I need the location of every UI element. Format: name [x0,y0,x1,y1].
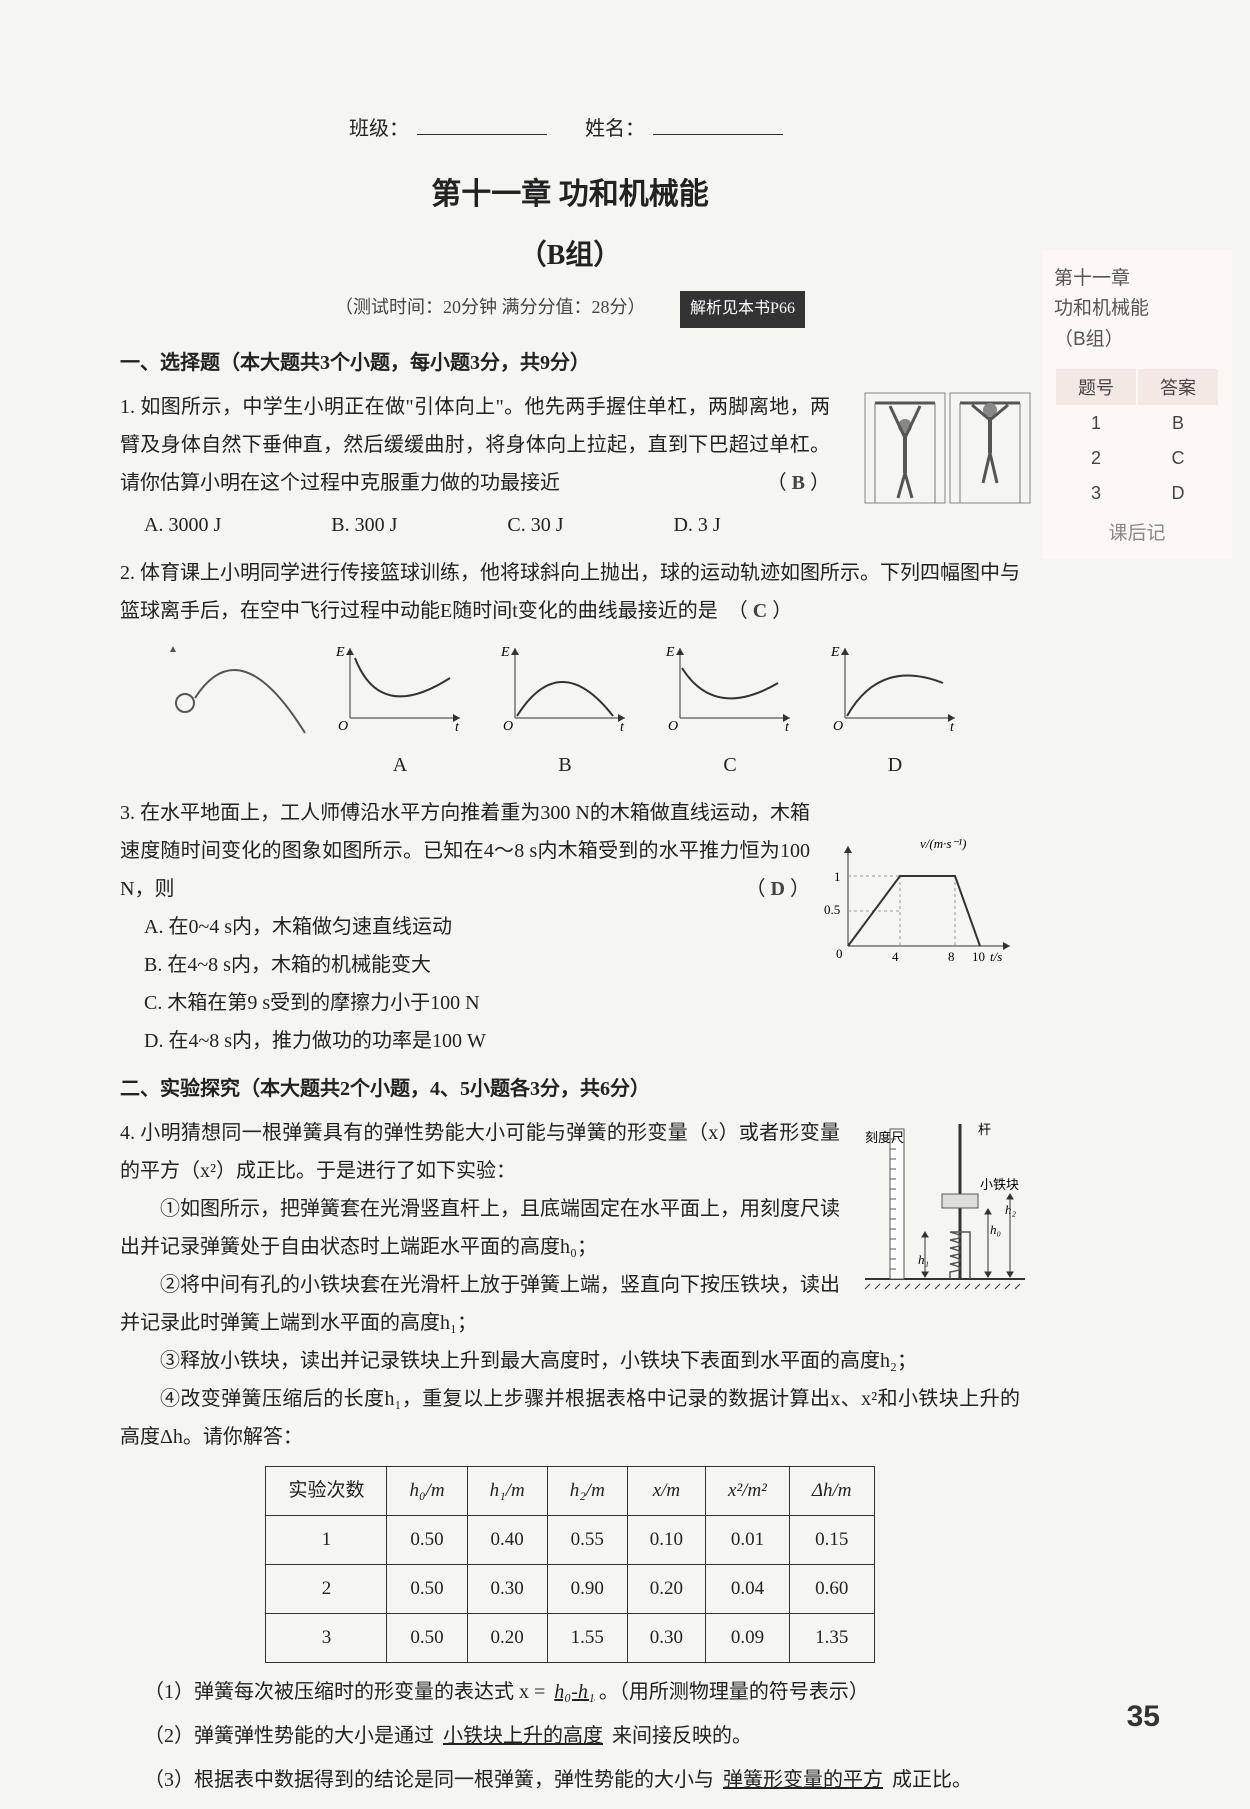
q4-ans-3: 弹簧形变量的平方 [719,1769,887,1791]
svg-text:10: 10 [972,949,985,964]
svg-text:8: 8 [948,949,955,964]
question-4: 刻度尺 杆 小铁块 h₀ h₁ h₂ 4. 小明猜想同一根弹簧具有的弹性势能大小… [120,1114,1020,1799]
svg-text:t/s: t/s [990,949,1002,964]
table-row: 30.500.201.550.300.091.35 [266,1613,874,1662]
q2-text: 2. 体育课上小明同学进行传接篮球训练，他将球斜向上抛出，球的运动轨迹如图所示。… [120,554,1020,630]
q4-sub-3: （3）根据表中数据得到的结论是同一根弹簧，弹性势能的大小与 弹簧形变量的平方 成… [120,1761,1020,1799]
q3-opt-c: C. 木箱在第9 s受到的摩擦力小于100 N [144,984,810,1022]
svg-text:0.5: 0.5 [824,902,840,917]
q4-l5: ④改变弹簧压缩后的长度h₁，重复以上步骤并根据表格中记录的数据计算出x、x²和小… [120,1380,1020,1456]
q1-answer: B [792,472,805,494]
spring-apparatus-figure: 刻度尺 杆 小铁块 h₀ h₁ h₂ [860,1114,1030,1294]
pullup-figure [860,388,1040,508]
chart-a: E t O [330,638,470,733]
svg-text:v/(m·s⁻¹): v/(m·s⁻¹) [920,836,967,851]
svg-text:1: 1 [834,869,841,884]
answer-sidebar: 第十一章 功和机械能 （B组） 题号答案 1B 2C 3D 课后记 [1042,250,1232,559]
chart-c: E t O [660,638,800,733]
svg-text:E: E [500,645,510,660]
q4-sub-2: （2）弹簧弹性势能的大小是通过 小铁块上升的高度 来间接反映的。 [120,1717,1020,1755]
svg-text:0: 0 [836,946,843,961]
q2-answer: C [753,600,767,622]
svg-text:h₁: h₁ [918,1252,929,1267]
question-3: v/(m·s⁻¹) t/s 0 1 0.5 4 8 10 3. 在水平地面上，工… [120,794,1020,1060]
analysis-badge: 解析见本书P66 [680,291,805,327]
q3-opt-d: D. 在4~8 s内，推力做功的功率是100 W [144,1022,810,1060]
q4-ans-2: 小铁块上升的高度 [439,1725,607,1747]
svg-text:t: t [785,720,790,733]
q3-opt-a: A. 在0~4 s内，木箱做匀速直线运动 [144,908,810,946]
q2-chart-labels: A B C D [120,746,1020,784]
opt-c: C. 30 J [507,506,563,544]
experiment-table: 实验次数 h₀/m h₁/m h₂/m x/m x²/m² Δh/m 10.50… [265,1466,874,1663]
trajectory-figure [165,638,315,738]
q1-options: A. 3000 J B. 300 J C. 30 J D. 3 J [120,506,1020,544]
opt-b: B. 300 J [331,506,397,544]
svg-text:杆: 杆 [978,1122,991,1137]
svg-text:E: E [830,645,840,660]
svg-text:O: O [668,719,678,733]
chart-d: E t O [825,638,965,733]
q2-charts: E t O E t O E t O [120,638,1020,738]
table-row: 10.500.400.550.100.010.15 [266,1515,874,1564]
question-1: 1. 如图所示，中学生小明正在做"引体向上"。他先两手握住单杠，两脚离地，两臂及… [120,388,1020,544]
svg-text:h₂: h₂ [1005,1202,1017,1217]
table-row: 20.500.300.900.200.040.60 [266,1564,874,1613]
section-1-title: 一、选择题（本大题共3个小题，每小题3分，共9分） [120,344,1020,382]
svg-text:小铁块: 小铁块 [980,1177,1019,1192]
class-label: 班级： [349,118,409,140]
sidebar-answer-table: 题号答案 1B 2C 3D [1054,367,1220,512]
class-blank[interactable] [417,134,547,135]
test-info: （测试时间：20分钟 满分分值：28分） 解析见本书P66 [120,290,1020,327]
q3-opt-b: B. 在4~8 s内，木箱的机械能变大 [144,946,810,984]
name-label: 姓名： [585,118,645,140]
q4-sub-1: （1）弹簧每次被压缩时的形变量的表达式 x = h₀-h₁。（用所测物理量的符号… [120,1673,1020,1711]
table-header-row: 实验次数 h₀/m h₁/m h₂/m x/m x²/m² Δh/m [266,1466,874,1515]
test-info-text: （测试时间：20分钟 满分分值：28分） [335,297,646,317]
sidebar-title: 第十一章 功和机械能 （B组） [1054,264,1220,355]
opt-a: A. 3000 J [144,506,221,544]
section-2-title: 二、实验探究（本大题共2个小题，4、5小题各3分，共6分） [120,1070,1020,1108]
svg-text:O: O [503,719,513,733]
svg-text:刻度尺: 刻度尺 [865,1130,904,1145]
svg-text:E: E [665,645,675,660]
sidebar-note: 课后记 [1054,518,1220,545]
svg-text:4: 4 [892,949,899,964]
q3-answer: D [771,878,785,900]
q4-l4: ③释放小铁块，读出并记录铁块上升到最大高度时，小铁块下表面到水平面的高度h₂； [120,1342,1020,1380]
svg-text:t: t [950,720,955,733]
group-title: （B组） [120,229,1020,282]
chart-b: E t O [495,638,635,733]
name-blank[interactable] [653,134,783,135]
svg-text:t: t [455,720,460,733]
svg-text:t: t [620,720,625,733]
page-number: 35 [1127,1700,1160,1734]
svg-text:O: O [338,719,348,733]
chapter-title: 第十一章 功和机械能 [120,166,1020,223]
velocity-graph: v/(m·s⁻¹) t/s 0 1 0.5 4 8 10 [820,836,1020,966]
question-2: 2. 体育课上小明同学进行传接篮球训练，他将球斜向上抛出，球的运动轨迹如图所示。… [120,554,1020,784]
svg-text:O: O [833,719,843,733]
header: 班级： 姓名： [120,110,1020,148]
opt-d: D. 3 J [673,506,720,544]
q4-ans-1: h₀-h₁ [550,1681,599,1703]
svg-text:h₀: h₀ [990,1222,1001,1237]
svg-text:E: E [335,645,345,660]
